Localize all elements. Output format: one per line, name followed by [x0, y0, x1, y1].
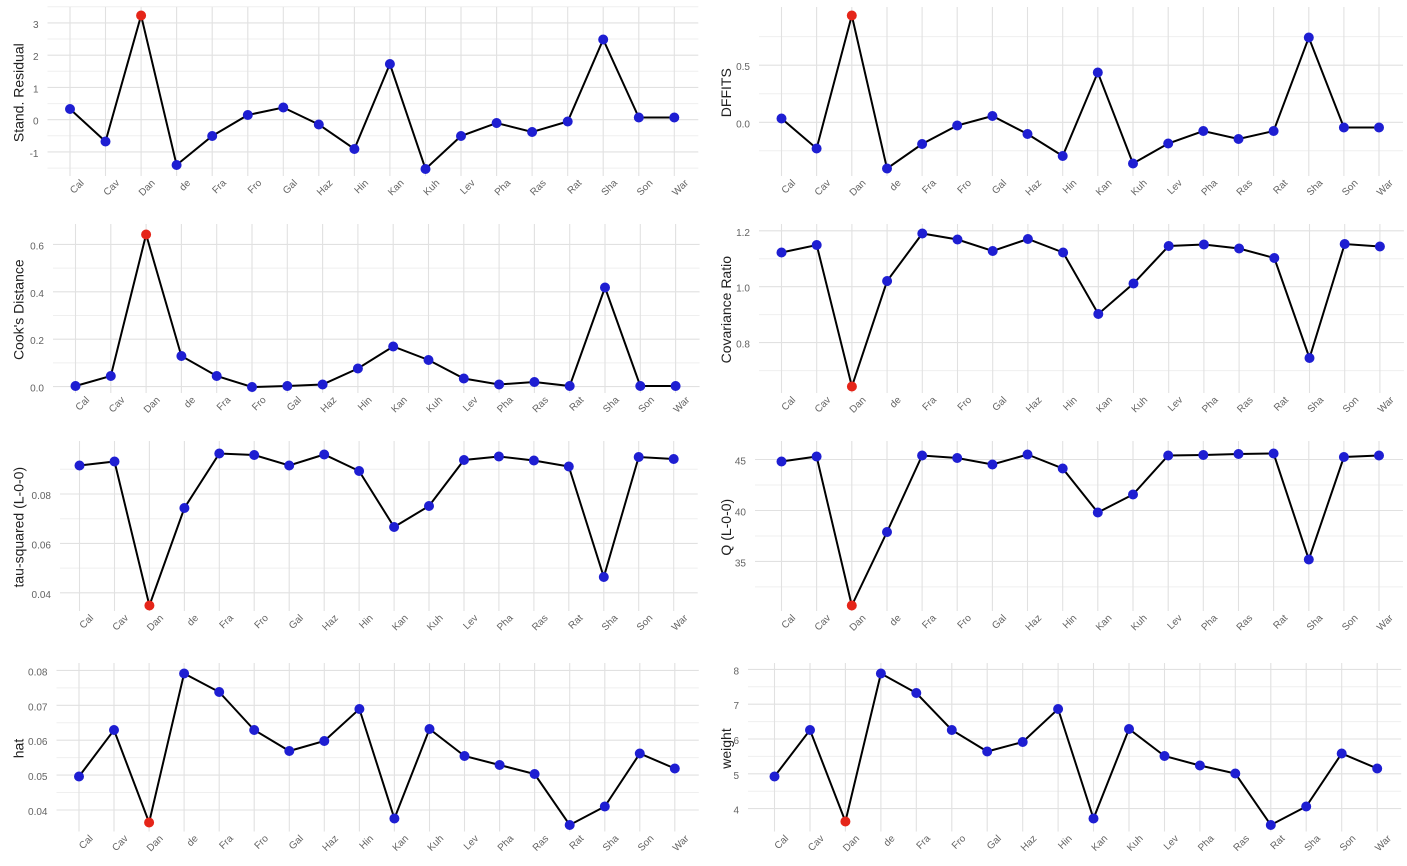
svg-text:8: 8	[733, 666, 739, 677]
svg-text:0.06: 0.06	[32, 540, 52, 551]
svg-text:0.05: 0.05	[28, 772, 48, 783]
svg-text:Cook's Distance: Cook's Distance	[11, 259, 27, 360]
svg-text:1.0: 1.0	[736, 284, 750, 295]
svg-text:Q (L-0-0): Q (L-0-0)	[718, 499, 734, 556]
svg-text:0.0: 0.0	[736, 119, 750, 130]
svg-text:2: 2	[33, 52, 39, 63]
svg-text:0.5: 0.5	[736, 62, 750, 73]
svg-text:0: 0	[33, 117, 39, 128]
svg-text:0.06: 0.06	[28, 737, 48, 748]
svg-text:0.8: 0.8	[736, 340, 750, 351]
svg-text:4: 4	[733, 806, 739, 817]
svg-text:6: 6	[733, 736, 739, 747]
svg-text:0.4: 0.4	[30, 289, 44, 300]
svg-text:0.04: 0.04	[32, 590, 52, 601]
svg-text:0.0: 0.0	[30, 384, 44, 395]
svg-text:tau-squared (L-0-0): tau-squared (L-0-0)	[11, 467, 27, 588]
svg-text:0.6: 0.6	[30, 241, 44, 252]
svg-text:0.07: 0.07	[28, 702, 48, 713]
svg-text:0.04: 0.04	[28, 807, 48, 818]
svg-text:DFFITS: DFFITS	[718, 68, 734, 117]
svg-text:40: 40	[735, 508, 747, 519]
svg-text:7: 7	[733, 701, 739, 712]
svg-text:-1: -1	[30, 149, 39, 160]
svg-text:35: 35	[735, 558, 747, 569]
svg-text:45: 45	[735, 457, 747, 468]
svg-text:1.2: 1.2	[736, 228, 750, 239]
svg-text:5: 5	[733, 771, 739, 782]
svg-text:0.08: 0.08	[32, 491, 52, 502]
svg-text:1: 1	[33, 84, 39, 95]
svg-text:hat: hat	[11, 739, 27, 759]
svg-text:weight: weight	[718, 728, 734, 770]
svg-text:Covariance Ratio: Covariance Ratio	[718, 256, 734, 364]
svg-text:0.2: 0.2	[30, 336, 44, 347]
svg-text:0.08: 0.08	[28, 667, 48, 678]
svg-text:3: 3	[33, 20, 39, 31]
svg-text:Stand. Residual: Stand. Residual	[11, 43, 27, 142]
